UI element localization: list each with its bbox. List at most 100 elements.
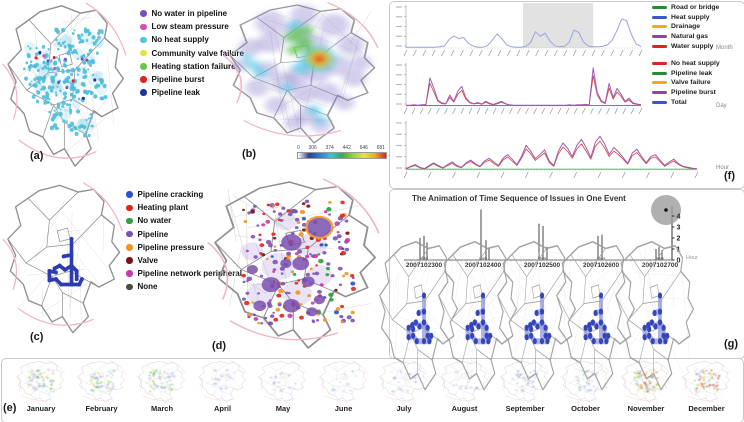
- legend-line-swatch: [652, 35, 667, 39]
- month-map-january: [14, 360, 65, 403]
- legend-item: Low steam pressure: [140, 20, 244, 33]
- panel-a-label: (a): [30, 150, 44, 162]
- g-y-tick: 3: [677, 225, 681, 232]
- month-map-november: [619, 360, 670, 403]
- month-label: May: [275, 404, 291, 413]
- legend-dot: [126, 257, 133, 264]
- legend-line-swatch: [652, 25, 667, 29]
- month-label: January: [26, 404, 56, 413]
- g-y-tick: 2: [677, 236, 681, 243]
- g-axis-label-hour: Hour: [686, 255, 698, 261]
- month-label: June: [334, 404, 353, 413]
- panel-c-label: (c): [30, 331, 44, 343]
- legend-item: No heat supply: [652, 59, 720, 69]
- legend-dot: [140, 49, 147, 57]
- month-label: November: [627, 404, 665, 413]
- legend-label: Pipeline burst: [151, 75, 205, 85]
- month-map-october: [559, 360, 610, 403]
- legend-dot: [126, 217, 133, 225]
- panel-b-heatmap: [222, 2, 379, 144]
- month-label: August: [451, 404, 478, 413]
- panel-d-label: (d): [212, 340, 227, 352]
- legend-item: Heating station failure: [140, 60, 244, 73]
- legend-cd: Pipeline cracking Heating plant No water Pi…: [126, 188, 242, 294]
- panel-g-title: The Animation of Time Sequence of Issues…: [412, 194, 626, 203]
- legend-item: No water: [126, 214, 242, 227]
- legend-line-swatch: [652, 71, 667, 75]
- legend-item: Heat supply: [652, 13, 719, 23]
- colorbar-tick: 646: [359, 145, 368, 151]
- legend-item: Road or bridge: [652, 3, 719, 13]
- g-timestamp: 2007102500: [523, 262, 561, 269]
- event-map-2007102500: [497, 240, 576, 391]
- month-label: February: [85, 404, 118, 413]
- month-label: March: [150, 404, 174, 413]
- legend-dot: [126, 244, 133, 251]
- g-y-tick: 0: [677, 258, 681, 265]
- legend-line-swatch: [652, 100, 667, 104]
- legend-line-swatch: [652, 81, 667, 85]
- legend-line-swatch: [652, 91, 667, 95]
- panel-a-map: [2, 2, 127, 167]
- month-label: April: [213, 404, 232, 413]
- legend-item: No water in pipeline: [140, 7, 244, 20]
- panel-e-label: (e): [3, 402, 17, 414]
- legend-line-swatch: [652, 6, 667, 10]
- f-chart-day: [396, 63, 643, 115]
- legend-item: None: [126, 280, 242, 293]
- legend-label: Pipeline: [137, 229, 169, 239]
- legend-label: No heat supply: [671, 60, 720, 68]
- legend-item: Valve: [126, 254, 242, 267]
- legend-item: Pipeline leak: [140, 86, 244, 99]
- legend-label: Pipeline leak: [671, 69, 713, 77]
- legend-label: Heat supply: [671, 13, 710, 21]
- colorbar-tick: 681: [376, 145, 385, 151]
- month-map-may: [256, 360, 307, 403]
- legend-label: No water: [137, 216, 172, 226]
- legend-label: No water in pipeline: [151, 9, 228, 19]
- legend-label: None: [137, 282, 158, 292]
- legend-item: Heating plant: [126, 201, 242, 214]
- g-timestamp: 2007102600: [582, 262, 620, 269]
- colorbar-tick: 306: [308, 145, 317, 151]
- g-y-tick: 4: [677, 214, 681, 221]
- month-map-september: [498, 360, 549, 403]
- month-map-march: [135, 360, 186, 403]
- legend-label: Pipeline cracking: [137, 190, 204, 200]
- legend-dot: [140, 63, 147, 70]
- legend-label: Natural gas: [671, 33, 709, 41]
- legend-item: Pipeline network peripheral: [126, 267, 242, 280]
- legend-item: Total: [652, 97, 720, 107]
- colorbar-tick: 0: [297, 145, 300, 151]
- legend-item: Drainage: [652, 22, 719, 32]
- legend-label: Pipeline pressure: [137, 242, 205, 252]
- legend-dot: [140, 23, 147, 31]
- legend-item: Pipeline leak: [652, 69, 720, 79]
- legend-label: Valve: [137, 256, 158, 266]
- month-map-june: [317, 360, 368, 403]
- event-map-2007102600: [556, 240, 635, 391]
- f-chart-month: [396, 3, 643, 57]
- month-map-july: [377, 360, 428, 403]
- colorbar: [297, 152, 387, 159]
- event-map-2007102400: [438, 240, 517, 391]
- panel-f-label: (f): [724, 170, 735, 182]
- g-timestamp: 2007102300: [405, 262, 443, 269]
- panel-g-label: (g): [724, 338, 739, 350]
- month-label: September: [505, 404, 545, 413]
- colorbar-ticks: 0 306 374 442 646 681: [297, 145, 385, 151]
- legend-item: Pipeline burst: [140, 73, 244, 86]
- month-label: December: [688, 404, 725, 413]
- f-axis-label-month: Month: [716, 45, 733, 51]
- legend-item: Valve failure: [652, 78, 720, 88]
- legend-label: Heating plant: [137, 203, 189, 213]
- legend-dot: [126, 204, 133, 212]
- legend-item: Pipeline: [126, 228, 242, 241]
- legend-item: Community valve failure: [140, 47, 244, 60]
- legend-label: No heat supply: [151, 35, 209, 45]
- legend-label: Pipeline burst: [671, 89, 716, 97]
- colorbar-tick: 442: [342, 145, 351, 151]
- legend-label: Heating station failure: [151, 61, 236, 71]
